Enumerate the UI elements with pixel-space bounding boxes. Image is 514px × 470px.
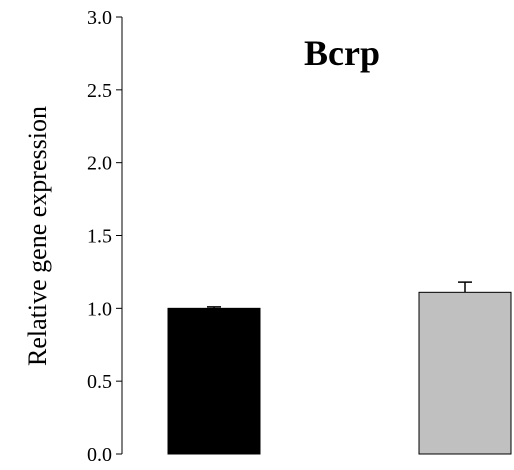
y-axis-label: Relative gene expression [23,106,52,366]
y-tick-label: 3.0 [87,7,112,29]
y-tick-label: 2.5 [87,80,112,102]
y-axis-ticks: 0.0 0.5 1.0 1.5 2.0 2.5 3.0 [87,7,122,466]
y-tick-label: 2.0 [87,153,112,175]
bars [167,281,512,455]
y-tick-label: 1.5 [87,226,112,248]
chart-title: Bcrp [304,33,380,73]
y-tick-label: 1.0 [87,298,112,320]
y-tick-label: 0.5 [87,371,112,393]
bar-2 [418,291,512,455]
y-tick-label: 0.0 [87,444,112,466]
bar-1 [167,307,261,455]
